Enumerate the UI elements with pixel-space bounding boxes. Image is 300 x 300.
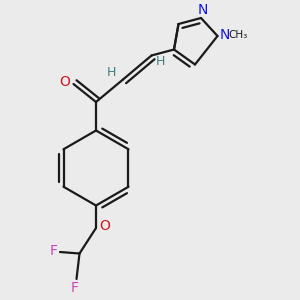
Text: F: F <box>50 244 57 258</box>
Text: H: H <box>106 65 116 79</box>
Text: H: H <box>156 55 165 68</box>
Text: N: N <box>220 28 230 41</box>
Text: F: F <box>71 281 79 295</box>
Text: O: O <box>100 220 110 233</box>
Text: CH₃: CH₃ <box>228 29 248 40</box>
Text: O: O <box>60 76 70 89</box>
Text: N: N <box>197 3 208 16</box>
